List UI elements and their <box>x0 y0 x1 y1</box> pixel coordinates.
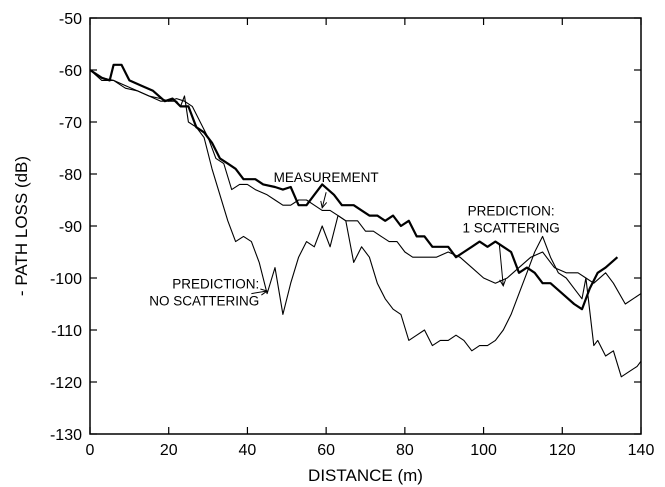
y-tick-label: -70 <box>59 115 82 132</box>
x-axis-label: DISTANCE (m) <box>308 466 423 485</box>
series-lines <box>89 63 642 378</box>
annotation-line: NO SCATTERING <box>149 293 259 308</box>
y-tick-label: -100 <box>50 271 82 288</box>
x-tick-label: 120 <box>549 442 576 459</box>
y-axis-label: - PATH LOSS (dB) <box>12 156 31 296</box>
y-tick-label: -110 <box>51 323 82 340</box>
plot-frame <box>89 17 642 435</box>
x-tick-label: 100 <box>470 442 497 459</box>
series-line-2 <box>89 69 642 378</box>
x-tick-label: 20 <box>160 442 178 459</box>
series-line-0 <box>89 63 619 311</box>
axis-ticks: 0 20 40 60 80 100 120 140 -50 -60 -70 -80 -90 -100 -11… <box>50 11 654 459</box>
x-tick-label: 40 <box>239 442 257 459</box>
series-line-1 <box>89 69 642 305</box>
annotation-arrow <box>321 192 327 208</box>
y-tick-label: -90 <box>59 219 82 236</box>
x-tick-label: 140 <box>628 442 655 459</box>
annotation-line: PREDICTION: <box>468 204 555 219</box>
annotation-arrow <box>251 290 268 295</box>
annotation-arrowhead <box>499 279 507 287</box>
annotation-text: PREDICTION: 1 SCATTERING <box>462 204 559 236</box>
x-tick-label: 0 <box>86 442 95 459</box>
y-tick-label: -120 <box>50 375 82 392</box>
annotation-line: MEASUREMENT <box>274 170 379 185</box>
y-tick-label: -130 <box>50 427 82 444</box>
y-tick-label: -60 <box>59 63 82 80</box>
annotation-arrowhead <box>260 288 269 296</box>
annotation-text: MEASUREMENT <box>274 170 379 185</box>
annotation-arrow <box>498 244 504 286</box>
x-tick-label: 80 <box>396 442 414 459</box>
annotation-text: PREDICTION: NO SCATTERING <box>149 276 259 308</box>
x-tick-label: 60 <box>317 442 335 459</box>
y-tick-label: -50 <box>59 11 82 28</box>
annotation-line: 1 SCATTERING <box>462 221 559 236</box>
annotation-line: PREDICTION: <box>172 276 259 291</box>
y-tick-label: -80 <box>59 167 82 184</box>
annotation-arrowhead <box>320 200 328 209</box>
